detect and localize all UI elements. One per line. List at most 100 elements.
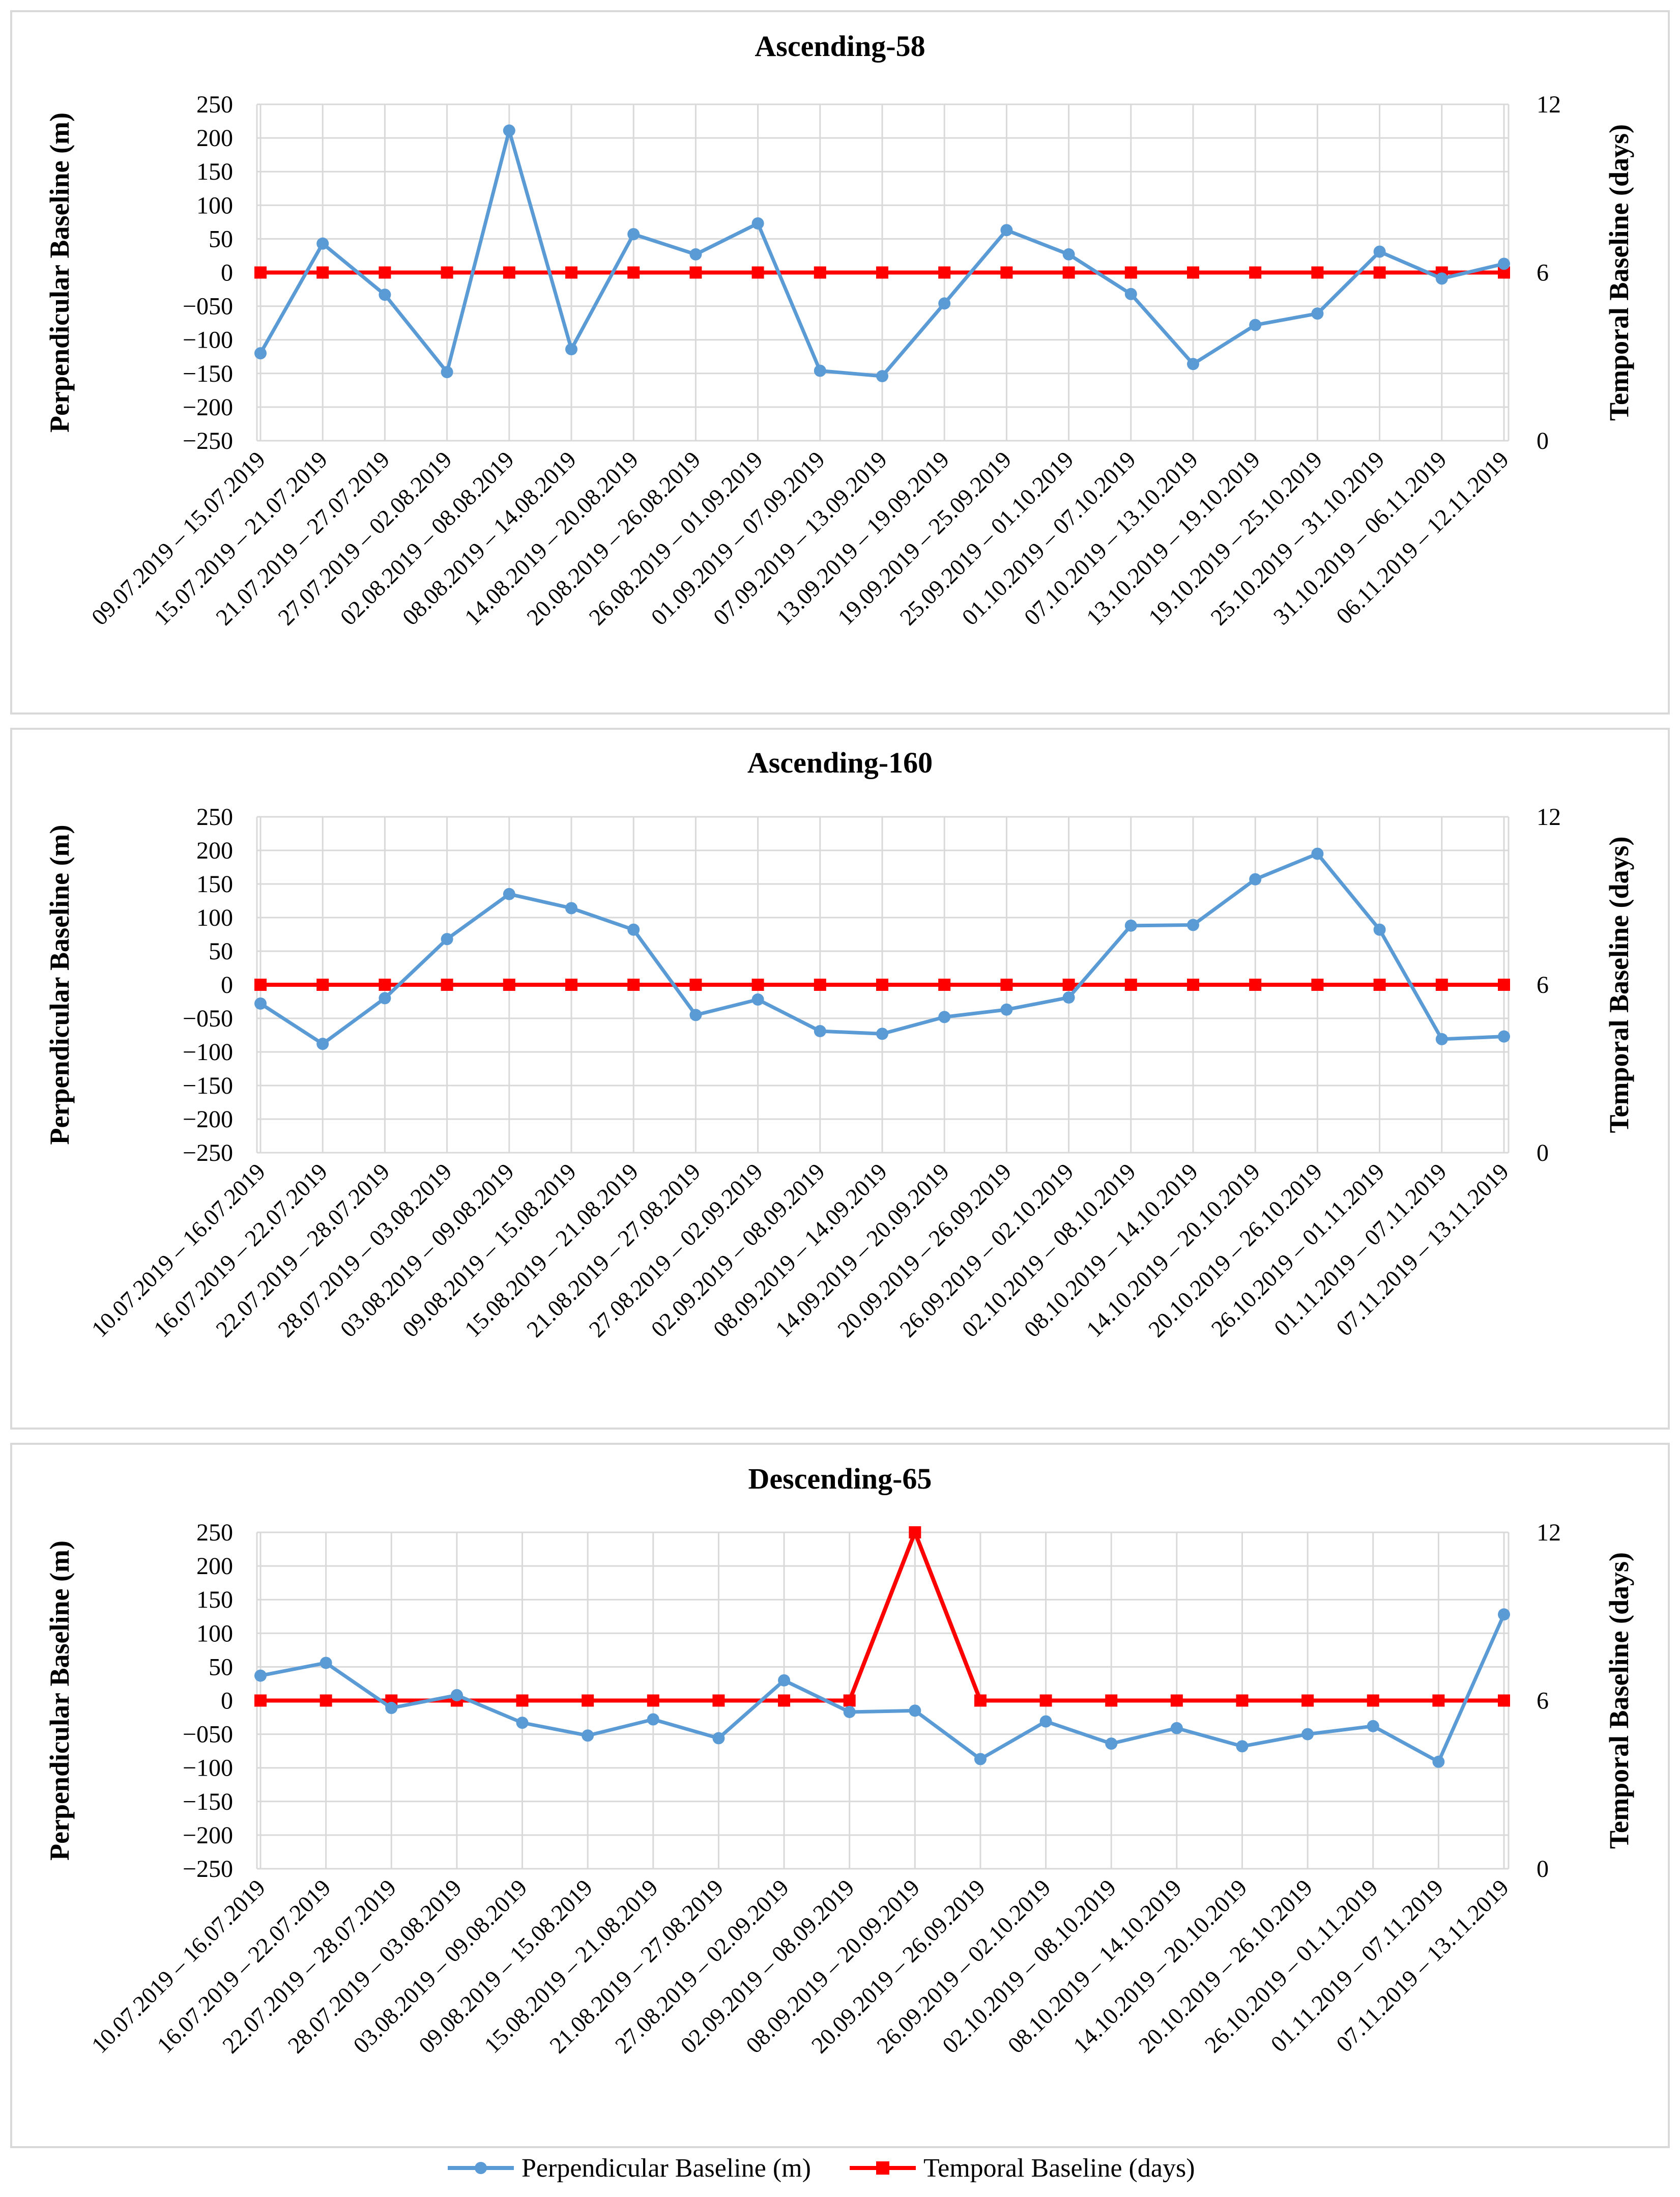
temporal-point: [254, 266, 267, 279]
y-tick-label: 100: [196, 1620, 233, 1647]
temporal-point: [876, 979, 888, 991]
temporal-point: [503, 266, 515, 279]
y-tick-label: −200: [183, 1822, 233, 1849]
perpendicular-point: [1000, 1003, 1013, 1016]
y-tick-label: 100: [196, 904, 233, 931]
y2-tick-label: 6: [1537, 1688, 1549, 1715]
temporal-point: [876, 266, 888, 279]
temporal-point: [1187, 266, 1199, 279]
y-tick-label: 150: [196, 871, 233, 898]
temporal-point: [1124, 266, 1137, 279]
y2-axis-title: Temporal Baseline (days): [1604, 836, 1634, 1133]
perpendicular-point: [1124, 288, 1137, 300]
temporal-point: [441, 979, 453, 991]
perpendicular-point: [503, 888, 515, 900]
temporal-point: [909, 1526, 921, 1538]
y-tick-label: 250: [196, 1519, 233, 1546]
chart-title: Descending-65: [748, 1462, 932, 1495]
temporal-point: [751, 266, 764, 279]
perpendicular-point: [974, 1753, 987, 1765]
y2-tick-label: 0: [1537, 1139, 1549, 1166]
chart-panel-1: Ascending-58 250 200 150 100 50 0 −050 −100 −150 −…: [10, 10, 1670, 715]
temporal-point: [316, 979, 329, 991]
perpendicular-point: [1373, 923, 1386, 936]
perpendicular-point: [689, 1009, 702, 1021]
perpendicular-point: [938, 1011, 951, 1023]
temporal-point: [254, 979, 267, 991]
chart-title: Ascending-58: [755, 30, 925, 63]
temporal-point: [647, 1694, 659, 1707]
perpendicular-point: [938, 297, 951, 310]
chart-title: Ascending-160: [747, 746, 933, 779]
temporal-point: [441, 266, 453, 279]
perpendicular-point: [1367, 1720, 1379, 1732]
perpendicular-point: [1373, 245, 1386, 258]
perpendicular-point: [379, 992, 391, 1005]
perpendicular-point: [814, 1025, 826, 1038]
perpendicular-point: [582, 1729, 594, 1742]
chart-panel-3: Descending-65 250 200 150 100 50 0 −050 −100 −150…: [10, 1443, 1670, 2148]
y2-tick-label: 6: [1537, 260, 1549, 287]
perpendicular-point: [1187, 358, 1199, 370]
y-tick-label: −250: [183, 1139, 233, 1166]
perpendicular-point: [1039, 1715, 1052, 1728]
y-axis-title: Perpendicular Baseline (m): [44, 825, 75, 1145]
perpendicular-point: [1498, 258, 1510, 270]
perpendicular-series-line: [260, 1613, 1506, 1764]
perpendicular-point: [1301, 1728, 1314, 1741]
perpendicular-point: [1062, 248, 1075, 261]
y-tick-label: 250: [196, 91, 233, 118]
legend: Perpendicular Baseline (m) Temporal Base…: [448, 2154, 1195, 2183]
y-tick-label: −200: [183, 1106, 233, 1133]
panel-frame: [10, 1443, 1670, 2148]
perpendicular-point: [565, 343, 577, 356]
perpendicular-point: [1432, 1755, 1445, 1768]
perpendicular-point: [450, 1689, 463, 1701]
y-axis-title: Perpendicular Baseline (m): [44, 1540, 75, 1861]
perpendicular-point: [814, 364, 826, 377]
perpendicular-point: [627, 228, 640, 241]
temporal-point: [814, 979, 826, 991]
temporal-point: [627, 979, 640, 991]
perpendicular-point: [316, 237, 329, 250]
legend-perpendicular-marker: [475, 2162, 487, 2174]
perpendicular-point: [1435, 272, 1448, 285]
temporal-point: [1236, 1694, 1249, 1707]
temporal-point: [938, 266, 951, 279]
perpendicular-point: [778, 1674, 791, 1687]
temporal-point: [1000, 266, 1013, 279]
temporal-point: [689, 979, 702, 991]
temporal-point: [1249, 266, 1262, 279]
temporal-point: [689, 266, 702, 279]
y-tick-label: −150: [183, 1788, 233, 1815]
temporal-point: [1124, 979, 1137, 991]
perpendicular-point: [320, 1657, 332, 1669]
y2-tick-label: 12: [1537, 804, 1561, 831]
perpendicular-point: [1170, 1722, 1183, 1734]
temporal-point: [320, 1694, 332, 1707]
panel-frame: [10, 728, 1670, 1430]
temporal-point: [1039, 1694, 1052, 1707]
y-tick-label: 50: [209, 938, 233, 965]
perpendicular-point: [1435, 1033, 1448, 1045]
perpendicular-point: [254, 1669, 267, 1682]
perpendicular-point: [1105, 1737, 1118, 1750]
perpendicular-point: [1249, 319, 1262, 331]
temporal-point: [974, 1694, 987, 1707]
temporal-point: [1000, 979, 1013, 991]
perpendicular-point: [1062, 991, 1075, 1004]
temporal-point: [1373, 979, 1386, 991]
perpendicular-point: [1000, 224, 1013, 237]
perpendicular-point: [316, 1038, 329, 1050]
perpendicular-point: [1311, 847, 1324, 860]
temporal-point: [751, 979, 764, 991]
temporal-point: [1105, 1694, 1118, 1707]
y-tick-label: −150: [183, 360, 233, 387]
temporal-point: [1373, 266, 1386, 279]
perpendicular-point: [689, 248, 702, 261]
perpendicular-point: [565, 902, 577, 915]
y-tick-label: −250: [183, 1856, 233, 1882]
y-tick-label: 0: [221, 972, 233, 998]
temporal-point: [627, 266, 640, 279]
